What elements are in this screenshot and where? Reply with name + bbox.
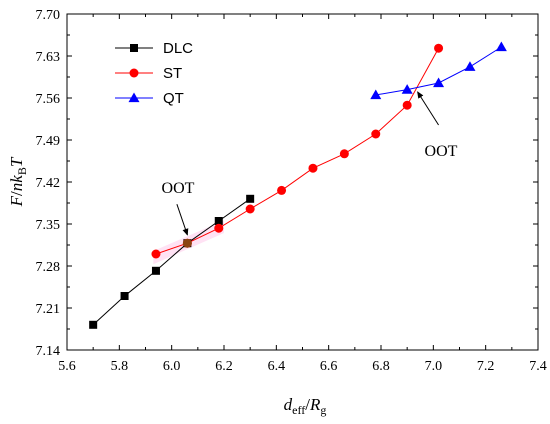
- overlap-point: [182, 238, 192, 248]
- x-tick-label: 7.2: [477, 359, 495, 374]
- y-axis-title-t: T: [7, 156, 26, 167]
- data-point-square: [89, 320, 98, 329]
- annotation-label-oot: OOT: [425, 143, 458, 160]
- y-axis-title-nk: nk: [7, 175, 26, 192]
- data-point-square: [151, 266, 160, 275]
- annotations: OOT OOT: [162, 91, 458, 236]
- x-axis-title: deff/Rg: [284, 395, 327, 417]
- data-point-circle: [214, 223, 224, 233]
- data-point-square: [120, 292, 129, 300]
- data-point-circle: [402, 100, 412, 110]
- legend-label-st: ST: [163, 65, 182, 82]
- series-line-qt: [375, 46, 502, 96]
- x-tick-label: 6.6: [320, 359, 338, 374]
- y-axis-title-sub-b: B: [15, 167, 29, 175]
- x-axis-title-sub-eff: eff: [292, 403, 305, 417]
- series-layer: [89, 41, 507, 329]
- data-point-circle: [245, 204, 255, 214]
- y-tick-label: 7.28: [36, 260, 61, 275]
- data-point-circle: [371, 129, 381, 139]
- data-point-circle: [339, 149, 349, 159]
- y-axis-title: F/nkBT: [7, 156, 29, 207]
- x-tick-label: 7.4: [529, 359, 547, 374]
- annotation-arrow: [417, 91, 439, 126]
- x-axis-ticks: 5.6 5.8 6.0 6.2 6.4 6.6 6.8 7.0 7.2 7.4: [58, 14, 547, 374]
- x-tick-label: 6.8: [372, 359, 390, 374]
- y-tick-label: 7.56: [36, 92, 61, 107]
- series-dlc: [89, 194, 255, 329]
- annotation-label-oot: OOT: [162, 180, 195, 197]
- data-point-square: [214, 217, 223, 225]
- data-point-circle: [308, 163, 318, 173]
- series-line-dlc: [92, 198, 251, 326]
- y-tick-label: 7.63: [36, 50, 61, 65]
- data-point-square: [246, 194, 255, 203]
- data-point-circle: [151, 249, 161, 259]
- series-line-st: [155, 47, 440, 255]
- plot-frame: [66, 13, 539, 351]
- x-tick-label: 7.0: [425, 359, 443, 374]
- y-axis-ticks: 7.14 7.21 7.28 7.35 7.42 7.49 7.56 7.63 7.70: [36, 8, 538, 359]
- x-tick-label: 6.2: [215, 359, 233, 374]
- y-tick-label: 7.49: [36, 134, 61, 149]
- data-point-triangle: [433, 77, 445, 88]
- x-axis-title-r: R: [309, 395, 321, 414]
- data-point-triangle: [401, 84, 413, 94]
- data-point-circle: [434, 43, 444, 53]
- y-tick-label: 7.42: [36, 176, 61, 191]
- data-point-triangle: [495, 41, 507, 52]
- x-tick-label: 5.6: [58, 359, 76, 374]
- y-tick-label: 7.21: [36, 302, 61, 317]
- y-tick-label: 7.35: [36, 218, 61, 233]
- x-axis-title-d: d: [284, 395, 293, 414]
- overlap-points: [182, 238, 192, 248]
- series-st: [151, 43, 444, 259]
- x-axis-title-sub-g: g: [320, 403, 326, 417]
- y-tick-label: 7.14: [36, 344, 61, 359]
- data-point-square: [130, 44, 138, 52]
- x-tick-label: 5.8: [111, 359, 129, 374]
- data-point-triangle: [464, 61, 476, 71]
- legend-label-qt: QT: [163, 90, 184, 107]
- annotation-arrow: [176, 204, 189, 236]
- data-point-triangle: [370, 89, 382, 100]
- x-tick-label: 6.0: [163, 359, 181, 374]
- legend-label-dlc: DLC: [163, 40, 193, 57]
- y-tick-label: 7.70: [36, 8, 61, 23]
- data-point-circle: [129, 68, 139, 78]
- x-tick-label: 6.4: [268, 359, 286, 374]
- data-point-triangle: [128, 92, 140, 103]
- y-axis-title-f: F: [7, 195, 26, 207]
- data-point-circle: [277, 185, 287, 195]
- x-axis-title-sep: /: [305, 395, 310, 414]
- legend: DLC ST QT: [115, 40, 193, 107]
- series-qt: [370, 41, 507, 100]
- y-axis-title-slash: /: [7, 191, 26, 196]
